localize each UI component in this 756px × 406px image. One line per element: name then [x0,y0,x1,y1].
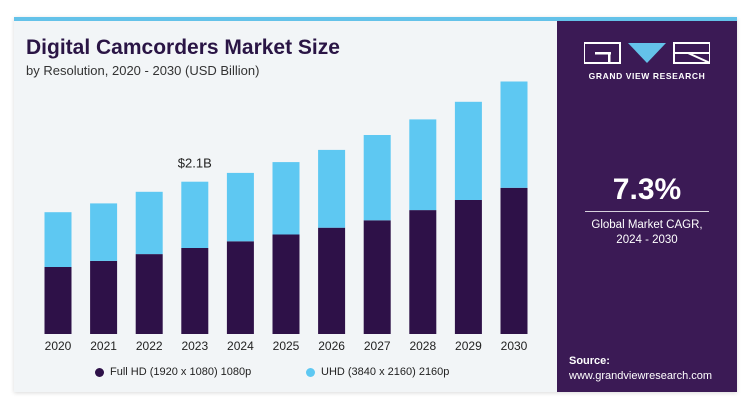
x-tick-label-2020: 2020 [45,339,72,353]
bar-full-hd-2028 [409,210,437,334]
cagr-label-line1: Global Market CAGR, [591,219,703,231]
bar-full-hd-2026 [318,227,346,334]
bar-uhd-2030 [500,81,528,188]
bar-full-hd-2023 [181,248,209,334]
cagr-value: 7.3% [612,173,682,206]
bar-full-hd-2029 [454,200,482,334]
bar-uhd-2021 [90,203,118,261]
x-tick-label-2030: 2030 [501,339,528,353]
x-tick-label-2028: 2028 [409,339,436,353]
cagr-label: Global Market CAGR, 2024 - 2030 [557,218,737,248]
legend-swatch-full-hd [95,367,104,377]
x-tick-label-2025: 2025 [273,339,300,353]
x-tick-label-2024: 2024 [227,339,254,353]
bar-uhd-2023 [181,181,209,248]
bar-uhd-2024 [226,172,254,242]
x-tick-label-2026: 2026 [318,339,345,353]
bar-uhd-2027 [363,135,391,221]
bar-uhd-2026 [318,149,346,228]
legend-label-uhd: UHD (3840 x 2160) 2160p [321,366,450,378]
data-label-2023: $2.1B [178,156,212,171]
chart-title: Digital Camcorders Market Size [26,36,340,59]
legend-item-full-hd: Full HD (1920 x 1080) 1080p [95,365,251,379]
source-label: Source: [569,355,610,367]
bar-full-hd-2021 [90,260,118,334]
bar-full-hd-2030 [500,187,528,334]
x-tick-label-2027: 2027 [364,339,391,353]
bar-uhd-2028 [409,119,437,211]
brand-name: GRAND VIEW RESEARCH [588,71,706,81]
grand-view-research-logo-icon [584,42,710,64]
bar-uhd-2022 [135,191,163,255]
bar-full-hd-2022 [135,254,163,334]
bar-uhd-2025 [272,162,300,235]
bar-full-hd-2027 [363,220,391,334]
bar-full-hd-2020 [44,267,72,334]
x-tick-label-2022: 2022 [136,339,163,353]
bar-full-hd-2025 [272,234,300,334]
x-tick-label-2029: 2029 [455,339,482,353]
cagr-divider [585,211,709,212]
chart-subtitle: by Resolution, 2020 - 2030 (USD Billion) [26,63,260,78]
legend-label-full-hd: Full HD (1920 x 1080) 1080p [110,366,252,378]
source-url[interactable]: www.grandviewresearch.com [569,370,713,382]
x-tick-label-2023: 2023 [181,339,208,353]
x-tick-label-2021: 2021 [90,339,117,353]
legend-item-uhd: UHD (3840 x 2160) 2160p [306,365,449,379]
bar-uhd-2020 [44,212,72,267]
bar-chart: 2020 2021 2022 2023 2024 2025 2026 2027 2028 2029… [44,81,528,353]
bar-uhd-2029 [454,101,482,200]
cagr-label-line2: 2024 - 2030 [616,234,678,246]
sidebar-panel: GRAND VIEW RESEARCH 7.3% Global Market C… [557,17,737,392]
bar-full-hd-2024 [226,241,254,334]
legend-swatch-uhd [306,367,315,377]
